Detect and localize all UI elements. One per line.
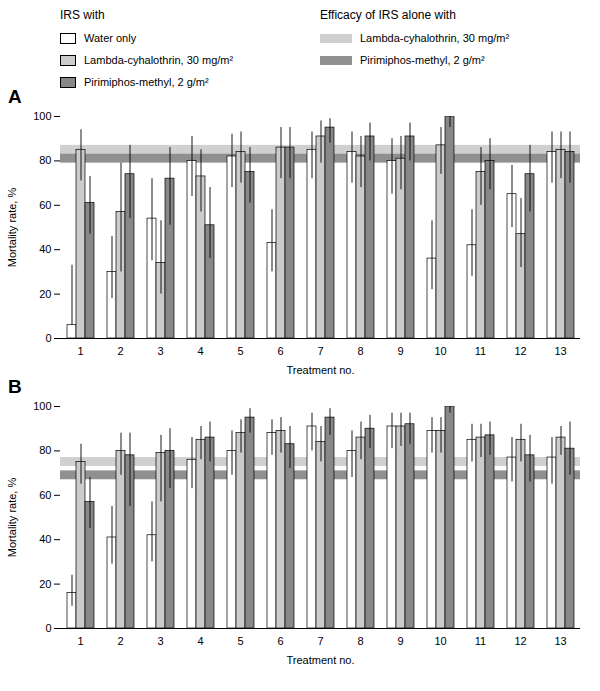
svg-text:11: 11	[475, 345, 486, 357]
svg-text:6: 6	[277, 345, 283, 357]
html-text:Lambda-cyhalothrin, 30 mg/m²: Lambda-cyhalothrin, 30 mg/m²	[84, 54, 234, 66]
svg-text:1: 1	[77, 345, 83, 357]
svg-text:100: 100	[33, 400, 51, 412]
svg-text:3: 3	[157, 345, 163, 357]
svg-text:2: 2	[117, 345, 123, 357]
svg-text:80: 80	[39, 154, 51, 166]
svg-text:9: 9	[397, 635, 403, 647]
svg-text:Treatment no.: Treatment no.	[286, 654, 354, 666]
svg-text:13: 13	[554, 635, 566, 647]
svg-text:4: 4	[197, 635, 203, 647]
html-text:Water only: Water only	[84, 32, 137, 44]
svg-text:100: 100	[33, 110, 51, 122]
svg-text:2: 2	[117, 635, 123, 647]
svg-text:11: 11	[475, 635, 486, 647]
svg-text:7: 7	[317, 635, 323, 647]
html-text:Lambda-cyhalothrin, 30 mg/m²: Lambda-cyhalothrin, 30 mg/m²	[360, 32, 510, 44]
svg-text:10: 10	[434, 635, 446, 647]
svg-text:4: 4	[197, 345, 203, 357]
svg-text:60: 60	[39, 199, 51, 211]
html-text:B: B	[8, 376, 22, 397]
html-text:Efficacy of IRS alone with: Efficacy of IRS alone with	[320, 8, 456, 22]
html-text:Pirimiphos-methyl, 2 g/m²: Pirimiphos-methyl, 2 g/m²	[84, 76, 209, 88]
svg-text:9: 9	[397, 345, 403, 357]
svg-text:Treatment no.: Treatment no.	[286, 364, 354, 376]
svg-text:3: 3	[157, 635, 163, 647]
html-text:A: A	[8, 86, 22, 107]
svg-text:5: 5	[237, 345, 243, 357]
svg-text:13: 13	[554, 345, 566, 357]
svg-text:12: 12	[514, 345, 526, 357]
svg-text:6: 6	[277, 635, 283, 647]
svg-text:7: 7	[317, 345, 323, 357]
svg-text:8: 8	[357, 635, 363, 647]
svg-text:0: 0	[45, 332, 51, 344]
svg-text:60: 60	[39, 489, 51, 501]
svg-text:0: 0	[45, 622, 51, 634]
svg-text:80: 80	[39, 444, 51, 456]
svg-text:5: 5	[237, 635, 243, 647]
svg-text:20: 20	[39, 288, 51, 300]
html-text:IRS with: IRS with	[60, 8, 105, 22]
html-text:Pirimiphos-methyl, 2 g/m²: Pirimiphos-methyl, 2 g/m²	[360, 54, 485, 66]
svg-text:8: 8	[357, 345, 363, 357]
svg-text:40: 40	[39, 533, 51, 545]
svg-text:20: 20	[39, 578, 51, 590]
svg-text:1: 1	[77, 635, 83, 647]
svg-text:Mortality rate, %: Mortality rate, %	[6, 478, 18, 558]
svg-text:10: 10	[434, 345, 446, 357]
svg-text:40: 40	[39, 243, 51, 255]
svg-text:Mortality rate, %: Mortality rate, %	[6, 188, 18, 268]
svg-text:12: 12	[514, 635, 526, 647]
